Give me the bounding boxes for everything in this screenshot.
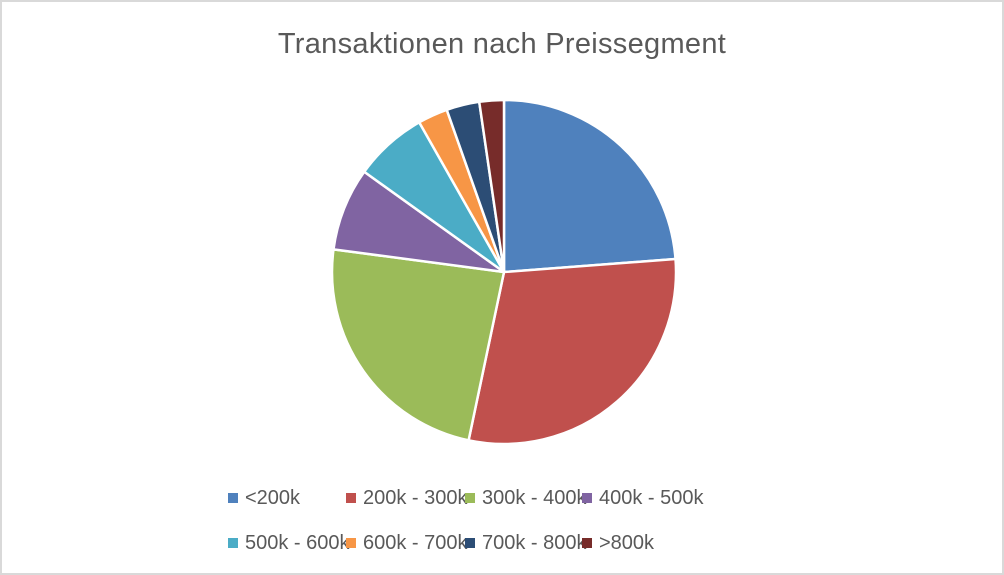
legend-item-2: 300k - 400k [465, 486, 587, 510]
chart-legend: <200k 200k - 300k 300k - 400k 400k - 500… [228, 486, 708, 555]
chart-title: Transaktionen nach Preissegment [277, 28, 727, 60]
legend-item-5: 600k - 700k [346, 531, 468, 555]
pie-slice-7 [477, 98, 506, 274]
legend-swatch-icon [346, 538, 356, 548]
legend-label: 700k - 800k [482, 532, 587, 554]
legend-item-7: >800k [582, 531, 708, 555]
legend-label: 200k - 300k [363, 487, 468, 509]
legend-swatch-icon [346, 493, 356, 503]
pie-slice-1 [467, 257, 678, 446]
legend-label: <200k [245, 487, 301, 509]
legend-item-0: <200k [228, 486, 346, 510]
pie-slice-2 [330, 248, 506, 442]
legend-item-3: 400k - 500k [582, 486, 708, 510]
pie-slice-0 [502, 98, 677, 274]
legend-label: 600k - 700k [363, 532, 468, 554]
legend-swatch-icon [465, 538, 475, 548]
legend-label: >800k [599, 532, 655, 554]
legend-item-1: 200k - 300k [346, 486, 468, 510]
legend-item-6: 700k - 800k [465, 531, 587, 555]
legend-item-4: 500k - 600k [228, 531, 350, 555]
legend-swatch-icon [465, 493, 475, 503]
legend-swatch-icon [228, 493, 238, 503]
legend-swatch-icon [582, 538, 592, 548]
legend-swatch-icon [582, 493, 592, 503]
legend-label: 400k - 500k [599, 487, 704, 509]
legend-swatch-icon [228, 538, 238, 548]
legend-label: 300k - 400k [482, 487, 587, 509]
legend-label: 500k - 600k [245, 532, 350, 554]
